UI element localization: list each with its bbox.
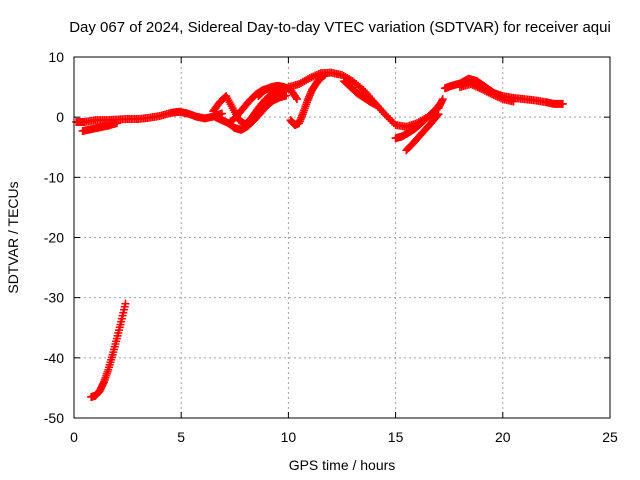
x-tick-label: 0 — [70, 429, 78, 445]
data-point — [493, 92, 502, 101]
x-tick-label: 15 — [388, 429, 404, 445]
data-point — [473, 83, 482, 92]
data-point — [486, 89, 495, 98]
data-point — [307, 73, 316, 82]
y-tick-label: -50 — [44, 410, 64, 426]
data-point — [434, 110, 443, 119]
data-point — [388, 117, 397, 126]
data-point — [386, 115, 395, 124]
data-point — [475, 84, 484, 93]
data-point — [435, 100, 444, 109]
y-tick-label: -10 — [44, 169, 64, 185]
y-tick-label: -40 — [44, 350, 64, 366]
data-point — [304, 75, 313, 84]
data-point — [480, 86, 489, 95]
y-tick-label: 0 — [56, 109, 64, 125]
data-point — [466, 80, 475, 89]
data-point — [477, 84, 486, 93]
data-point — [472, 82, 480, 91]
data-point — [436, 99, 445, 108]
x-tick-label: 25 — [602, 429, 618, 445]
data-point — [384, 113, 393, 122]
data-point — [489, 91, 498, 100]
data-point — [433, 111, 442, 120]
data-point — [311, 71, 320, 80]
grid-lines — [74, 57, 610, 418]
data-point — [484, 88, 493, 97]
data-point — [282, 91, 291, 100]
data-point — [305, 74, 314, 83]
data-point — [497, 94, 506, 103]
data-point — [482, 87, 491, 96]
y-axis-label: SDTVAR / TECUs — [5, 181, 21, 293]
chart-title: Day 067 of 2024, Sidereal Day-to-day VTE… — [69, 19, 611, 36]
y-tick-label: -30 — [44, 290, 64, 306]
data-point — [488, 90, 497, 99]
x-tick-label: 20 — [495, 429, 511, 445]
y-tick-label: 10 — [48, 49, 64, 65]
data-point — [491, 91, 500, 100]
data-point — [558, 99, 567, 108]
data-points — [72, 68, 567, 401]
data-point — [291, 93, 300, 102]
y-tick-label: -20 — [44, 230, 64, 246]
data-point — [312, 70, 321, 79]
series-arc-10h-dip — [286, 71, 329, 129]
data-point — [495, 93, 504, 102]
series-arc-evening-low — [455, 80, 518, 106]
data-point — [357, 84, 366, 93]
x-tick-label: 10 — [281, 429, 297, 445]
data-point — [479, 85, 488, 94]
data-point — [292, 95, 301, 104]
data-point — [470, 81, 479, 90]
series-arc-16h — [402, 110, 443, 155]
data-point — [380, 110, 389, 119]
series-arc-9h-upper — [254, 81, 301, 104]
x-tick-label: 5 — [177, 429, 185, 445]
series-arc-13h — [340, 77, 381, 110]
data-point — [121, 299, 130, 308]
data-point — [314, 70, 323, 79]
data-point — [112, 119, 121, 128]
series-arc-early-dip — [78, 119, 121, 136]
data-point — [468, 80, 477, 89]
x-axis-label: GPS time / hours — [289, 457, 396, 473]
series-arc-7h-b — [211, 91, 291, 134]
data-point — [372, 101, 381, 110]
data-point — [438, 95, 447, 104]
data-point — [509, 97, 518, 106]
series-arc-15h — [391, 99, 445, 143]
data-point — [382, 111, 391, 120]
data-point — [309, 72, 318, 81]
series-arc-low — [87, 299, 130, 401]
axis-ticks: 0 5 10 15 20 25 10 0 -10 -20 -30 -40 -50 — [44, 49, 618, 445]
